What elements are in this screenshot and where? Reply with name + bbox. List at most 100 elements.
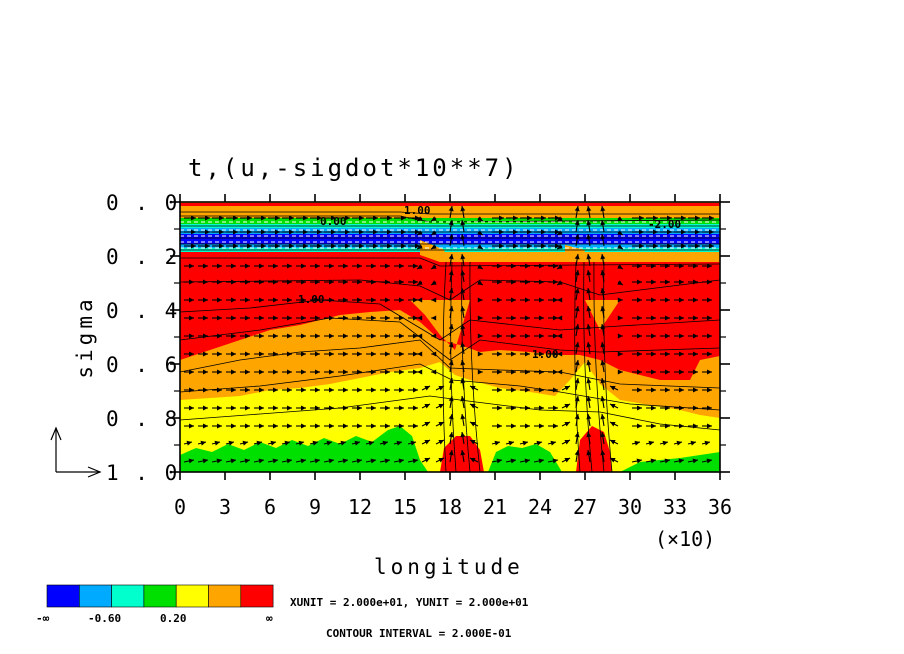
vector-arrow (198, 387, 208, 393)
vector-arrow (557, 297, 563, 303)
vector-arrow (534, 243, 546, 249)
vector-arrow (380, 333, 390, 339)
vector-arrow (198, 405, 208, 411)
vector-arrow (586, 395, 592, 409)
vector-arrow (687, 440, 697, 446)
vector-arrow (632, 315, 642, 321)
vector-arrow (310, 423, 320, 429)
vector-arrow (226, 405, 236, 411)
vector-arrow (394, 243, 406, 249)
colorbar-swatch (208, 584, 242, 608)
vector-arrow (557, 315, 563, 321)
vector-arrow (240, 387, 250, 393)
vector-arrow (600, 205, 606, 219)
vector-arrow (211, 440, 221, 446)
vector-arrow (310, 243, 322, 249)
vector-arrow (296, 279, 306, 285)
vector-arrow (556, 280, 563, 286)
vector-arrow (548, 279, 558, 285)
vector-arrow (646, 279, 656, 285)
vector-arrow (674, 351, 684, 357)
vector-arrow (240, 279, 250, 285)
vector-arrow (702, 279, 712, 285)
vector-arrow (561, 421, 571, 427)
vector-arrow (435, 385, 445, 391)
vector-arrow (198, 279, 208, 285)
vector-arrow (688, 351, 698, 357)
x-tick-label: 27 (573, 495, 597, 519)
vector-arrow (574, 305, 580, 319)
vector-arrow (267, 458, 279, 464)
vector-arrow (408, 297, 418, 303)
vector-arrow (701, 458, 713, 464)
vector-arrow (506, 315, 516, 321)
vector-arrow (212, 333, 222, 339)
vector-arrow (574, 323, 580, 337)
vector-arrow (431, 315, 437, 321)
vector-arrow (380, 423, 390, 429)
vector-arrow (702, 297, 712, 303)
vector-arrow (520, 405, 530, 411)
vector-arrow (477, 280, 484, 286)
vector-arrow (660, 387, 670, 393)
contour-line (593, 261, 605, 473)
vector-arrow (240, 351, 250, 357)
x-axis: 0 3 6 9 12 15 18 21 24 27 30 33 36 (174, 194, 732, 519)
vector-arrow (660, 263, 670, 269)
vector-arrow (268, 315, 278, 321)
vector-arrow (659, 440, 669, 446)
vector-arrow (492, 279, 502, 285)
contour-line (442, 261, 447, 473)
y-axis: 0 . 0 0 . 2 0 . 4 0 . 6 0 . 8 1 . 0 (106, 191, 730, 485)
colorbar-label-neg060: -0.60 (88, 612, 121, 625)
vector-arrow (632, 229, 644, 235)
vector-arrow (505, 458, 517, 464)
vector-arrow (380, 243, 392, 249)
vector-arrow (281, 458, 293, 464)
vector-arrow (184, 333, 194, 339)
vector-arrow (561, 457, 571, 463)
temperature-field (420, 240, 445, 262)
vector-arrow (366, 333, 376, 339)
vector-arrow (408, 369, 418, 375)
vector-arrow (477, 230, 484, 236)
x-tick-label: 6 (264, 495, 276, 519)
vector-arrow (506, 243, 518, 249)
vector-arrow (212, 351, 222, 357)
vector-arrow (600, 395, 606, 409)
vector-arrow (505, 440, 515, 446)
vector-arrow (324, 229, 336, 235)
vector-arrow (240, 333, 250, 339)
x-tick-label: 15 (393, 495, 417, 519)
vector-arrow (702, 243, 714, 249)
vector-arrow (296, 369, 306, 375)
vector-arrow (674, 387, 684, 393)
vector-arrow (352, 263, 362, 269)
vector-arrow (520, 333, 530, 339)
vector-arrow (310, 279, 320, 285)
vector-arrow (674, 405, 684, 411)
vector-arrow (226, 243, 238, 249)
vector-arrow (267, 440, 277, 446)
vector-arrow (674, 333, 684, 339)
vector-arrow (198, 297, 208, 303)
vector-arrow (338, 263, 348, 269)
vector-arrow (469, 403, 479, 409)
vector-arrow (282, 229, 294, 235)
vector-arrow (394, 215, 406, 221)
vector-arrow (324, 423, 334, 429)
vector-arrow (660, 423, 670, 429)
vector-arrow (460, 359, 466, 373)
vector-arrow (310, 315, 320, 321)
vector-arrow (646, 243, 658, 249)
vector-arrow (198, 229, 210, 235)
vector-arrow (295, 440, 305, 446)
vector-arrow (253, 458, 265, 464)
colorbar (46, 584, 274, 608)
vector-arrow (226, 297, 236, 303)
vector-arrow (338, 405, 348, 411)
vector-arrow (477, 264, 484, 270)
vector-arrow (352, 297, 362, 303)
vector-arrow (352, 315, 362, 321)
contour-line (469, 261, 481, 473)
